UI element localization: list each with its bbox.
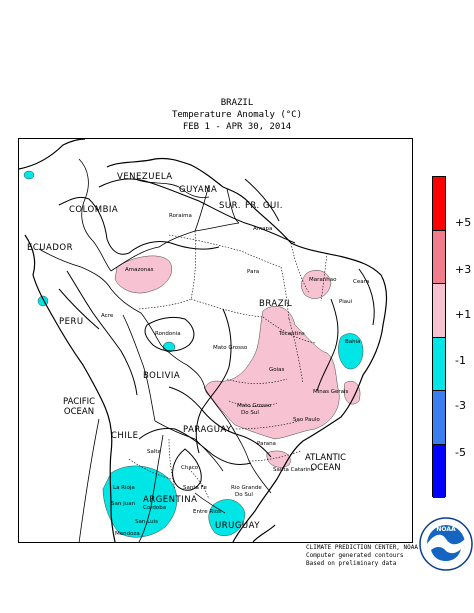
anomaly-contours	[58, 178, 375, 491]
label-state-ceara: Ceara	[353, 279, 370, 285]
warm-area-central	[205, 306, 340, 440]
label-state-mato-grosso-do-sul-2: Do Sul	[241, 410, 259, 416]
label-state-roraima: Roraima	[169, 213, 192, 219]
warm-area-maranhao	[301, 270, 332, 299]
label-colombia: COLOMBIA	[69, 205, 119, 215]
label-state-santa-catarina: Santa Catarina	[273, 467, 315, 473]
label-pacific-ocean: PACIFIC OCEAN	[63, 397, 95, 417]
label-guyana: GUYANA	[179, 185, 218, 195]
label-state-rondonia: Rondonia	[155, 331, 181, 337]
label-state-bahia: Bahia	[345, 339, 361, 345]
label-uruguay: URUGUAY	[215, 521, 261, 531]
legend-tick-plus5: +5	[455, 216, 472, 229]
pacific-line1: PACIFIC	[63, 397, 96, 407]
label-paraguay: PARAGUAY	[183, 425, 232, 435]
anomaly-map: VENEZUELA GUYANA SUR. FR. GUI. COLOMBIA …	[18, 138, 413, 543]
label-state-goias: Goias	[269, 367, 285, 373]
label-ecuador: ECUADOR	[27, 243, 73, 253]
label-atlantic-ocean: ATLANTIC OCEAN	[305, 453, 346, 473]
legend-swatch-4	[433, 337, 445, 391]
anomaly-shading	[23, 170, 364, 538]
label-state-salta: Salta	[147, 449, 161, 455]
label-state-amapa: Amapa	[253, 226, 273, 232]
cool-area-argentina	[102, 465, 177, 538]
credit-computer-generated: Computer generated contours	[306, 552, 404, 559]
label-state-tocantins: Tocantins	[279, 331, 305, 337]
legend-colorbar	[432, 176, 446, 498]
label-state-para: Para	[247, 269, 260, 275]
label-argentina: ARGENTINA	[143, 495, 198, 505]
legend-tick-plus3: +3	[455, 263, 472, 276]
map-subtitle: Temperature Anomaly (°C)	[171, 110, 303, 120]
label-state-rio-grande-1: Rio Grande	[231, 485, 262, 491]
map-canvas	[19, 139, 388, 542]
label-venezuela: VENEZUELA	[117, 172, 173, 182]
label-state-minas-gerais: Minas Gerais	[313, 389, 349, 395]
label-bolivia: BOLIVIA	[143, 371, 181, 381]
legend-tick-minus3: -3	[455, 399, 466, 412]
label-state-rio-grande-2: Do Sul	[235, 492, 253, 498]
cool-area-bahia	[338, 333, 364, 370]
label-state-entre-rios: Entre Rios	[193, 509, 221, 515]
credit-cpc: CLIMATE PREDICTION CENTER, NOAA	[306, 544, 418, 551]
label-state-parana: Parana	[257, 441, 276, 447]
noaa-logo-text: NOAA	[436, 526, 456, 533]
label-state-santa-fe: Santa Fe	[183, 485, 207, 491]
cool-area-caribbean	[23, 170, 35, 180]
label-state-mendoza: Mendoza	[115, 531, 140, 537]
pacific-line2: OCEAN	[63, 407, 95, 417]
label-peru: PERU	[59, 317, 84, 327]
label-state-piaui: Piaui	[339, 299, 353, 305]
label-state-acre: Acre	[101, 313, 114, 319]
label-state-mato-grosso-do-sul-1: Mato Grosso	[237, 403, 272, 409]
state-boundaries	[128, 230, 328, 500]
legend-swatch-3	[433, 284, 445, 338]
label-state-cordoba: Cordoba	[143, 505, 167, 511]
map-title: BRAZIL	[220, 98, 254, 108]
noaa-logo-icon: NOAA	[419, 517, 473, 571]
credit-preliminary: Based on preliminary data	[306, 560, 397, 567]
label-state-san-juan: San Juan	[111, 501, 136, 507]
warm-area-amazonas	[114, 255, 173, 294]
atlantic-line1: ATLANTIC	[305, 453, 347, 463]
legend-swatch-5	[433, 391, 445, 445]
legend-tick-minus5: -5	[455, 446, 466, 459]
map-date-range: FEB 1 - APR 30, 2014	[182, 122, 292, 132]
label-french-guiana: FR. GUI.	[245, 201, 283, 211]
legend-tick-minus1: -1	[455, 354, 466, 367]
label-suriname: SUR.	[219, 201, 241, 211]
coastlines	[19, 139, 388, 542]
legend-tick-plus1: +1	[455, 308, 472, 321]
label-chile: CHILE	[111, 431, 139, 441]
warm-area-bahia	[343, 381, 361, 405]
label-state-sao-paulo: Sao Paulo	[293, 417, 320, 423]
legend-swatch-1	[433, 177, 445, 231]
warm-area-rs	[266, 450, 291, 468]
atlantic-line2: OCEAN	[310, 463, 341, 473]
label-state-san-luis: San Luis	[135, 519, 158, 525]
legend-swatch-6	[433, 444, 445, 498]
label-state-chaco: Chaco	[181, 465, 199, 471]
label-brazil: BRAZIL	[259, 299, 293, 309]
legend-swatch-2	[433, 230, 445, 284]
country-borders	[38, 158, 272, 542]
label-state-la-rioja: La Rioja	[113, 485, 135, 491]
label-state-mato-grosso: Mato Grosso	[213, 345, 248, 351]
label-state-maranhao: Maranhao	[309, 277, 337, 283]
label-state-amazonas: Amazonas	[125, 267, 154, 273]
